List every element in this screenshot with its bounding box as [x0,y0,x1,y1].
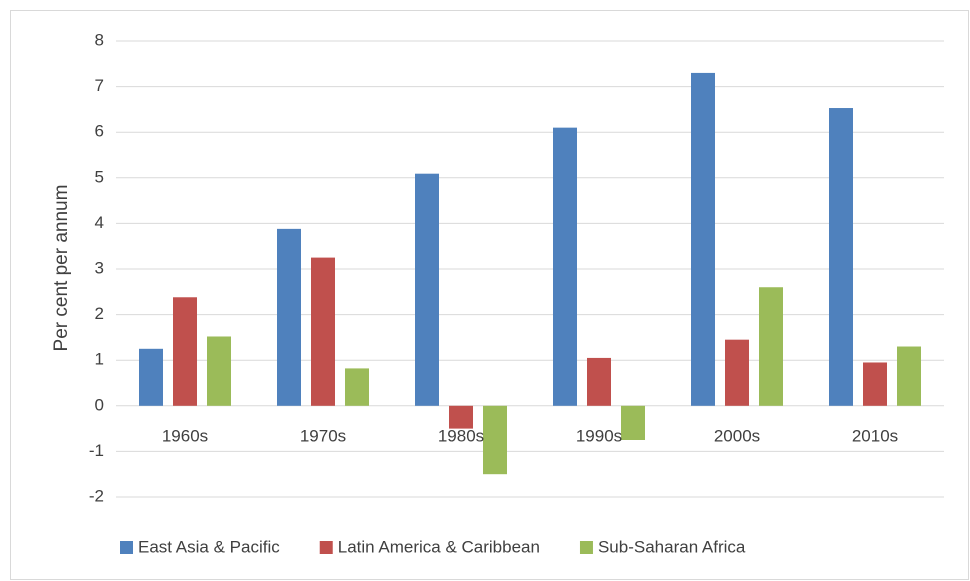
y-tick-label: 7 [95,76,104,95]
legend-label: Sub-Saharan Africa [598,537,746,556]
legend-label: Latin America & Caribbean [338,537,540,556]
y-tick-label: 5 [95,167,104,186]
x-tick-label: 1990s [576,426,622,445]
bar [863,362,887,406]
bar [621,405,645,440]
bar [139,348,163,406]
y-tick-label: 8 [95,30,104,49]
bar [897,346,921,406]
x-tick-label: 2000s [714,426,760,445]
y-tick-label: 0 [95,395,104,414]
bar [277,228,301,406]
x-tick-label: 1970s [300,426,346,445]
y-tick-label: 6 [95,122,104,141]
bar [587,357,611,406]
y-tick-label: -1 [89,441,104,460]
x-tick-label: 1960s [162,426,208,445]
legend-swatch [120,541,133,554]
y-tick-label: -2 [89,486,104,505]
bar [725,339,749,406]
bar [829,108,853,406]
bar [207,336,231,406]
y-axis-title: Per cent per annum [51,185,72,352]
bar [345,368,369,406]
bar [759,287,783,406]
bar [553,127,577,406]
x-tick-label: 1980s [438,426,484,445]
bar [483,405,507,475]
legend-swatch [319,541,333,554]
legend-swatch [579,541,593,554]
y-tick-label: 1 [95,350,104,369]
bar [311,257,335,406]
x-tick-label: 2010s [852,426,898,445]
y-tick-label: 2 [95,304,104,323]
bar [415,173,439,406]
y-tick-label: 3 [95,258,104,277]
y-tick-label: 4 [95,213,104,232]
bar [173,297,197,406]
bar [691,72,715,406]
legend-label: East Asia & Pacific [138,537,280,556]
chart-frame [10,10,969,580]
bar [449,405,473,429]
